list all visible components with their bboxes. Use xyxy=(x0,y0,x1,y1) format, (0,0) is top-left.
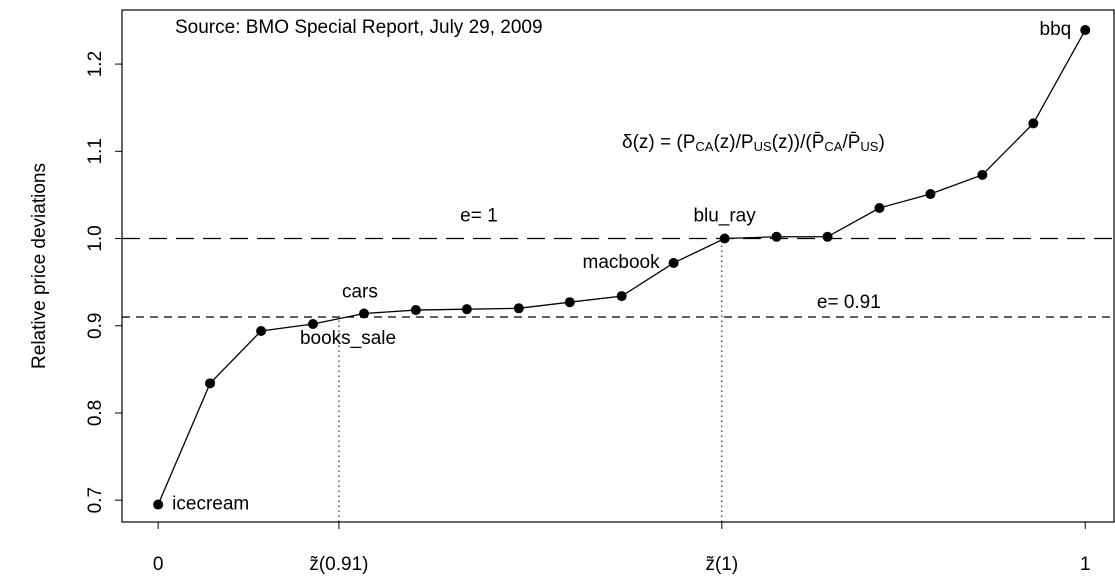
data-point xyxy=(719,233,730,244)
data-point xyxy=(358,308,369,319)
data-point xyxy=(410,305,421,316)
data-point xyxy=(307,319,318,330)
x-tick-label: z̃(0.91) xyxy=(309,554,368,575)
y-axis-label: Relative price deviations xyxy=(29,163,50,369)
x-tick-label: 0 xyxy=(153,554,164,575)
data-point xyxy=(977,169,988,180)
point-label: books_sale xyxy=(300,328,396,349)
data-point xyxy=(1028,118,1039,129)
data-point xyxy=(205,378,216,389)
data-point xyxy=(668,257,679,268)
formula-part: δ(z) = (P xyxy=(622,132,695,153)
formula-part: US xyxy=(754,139,772,154)
data-point xyxy=(925,189,936,200)
y-tick-label: 1.0 xyxy=(85,225,106,251)
point-label: blu_ray xyxy=(693,206,756,227)
y-tick-label: 1.2 xyxy=(85,51,106,77)
point-label: cars xyxy=(342,282,378,303)
y-tick-label: 1.1 xyxy=(85,138,106,164)
data-point xyxy=(153,499,164,510)
formula: δ(z) = (PCA(z)/PUS(z))/(P̄CA/P̄US) xyxy=(622,132,885,154)
formula-part: /P̄ xyxy=(842,132,860,153)
data-point xyxy=(256,325,267,336)
x-tick-label: 1 xyxy=(1080,554,1091,575)
formula-part: (z)/P xyxy=(713,132,753,153)
formula-part: US xyxy=(860,139,878,154)
y-tick-label: 0.8 xyxy=(85,400,106,426)
x-tick-label: z̃(1) xyxy=(705,554,738,575)
formula-part: (z))/(P̄ xyxy=(772,132,825,153)
y-tick-label: 0.9 xyxy=(85,313,106,339)
reference-label: e= 0.91 xyxy=(817,292,881,313)
data-point xyxy=(461,304,472,315)
data-point xyxy=(771,231,782,242)
formula-part: CA xyxy=(824,139,842,154)
point-label: macbook xyxy=(583,252,661,273)
data-point xyxy=(1080,25,1091,36)
formula-part: CA xyxy=(695,139,713,154)
y-tick-label: 0.7 xyxy=(85,487,106,513)
plot-frame xyxy=(121,9,1115,523)
data-point xyxy=(513,303,524,314)
source-note: Source: BMO Special Report, July 29, 200… xyxy=(175,17,543,38)
data-point xyxy=(564,297,575,308)
data-point xyxy=(874,202,885,213)
point-label: bbq xyxy=(1040,19,1072,40)
data-point xyxy=(822,231,833,242)
data-point xyxy=(616,291,627,302)
formula-part: ) xyxy=(878,132,884,153)
reference-label: e= 1 xyxy=(460,206,498,227)
point-label: icecream xyxy=(172,494,249,515)
